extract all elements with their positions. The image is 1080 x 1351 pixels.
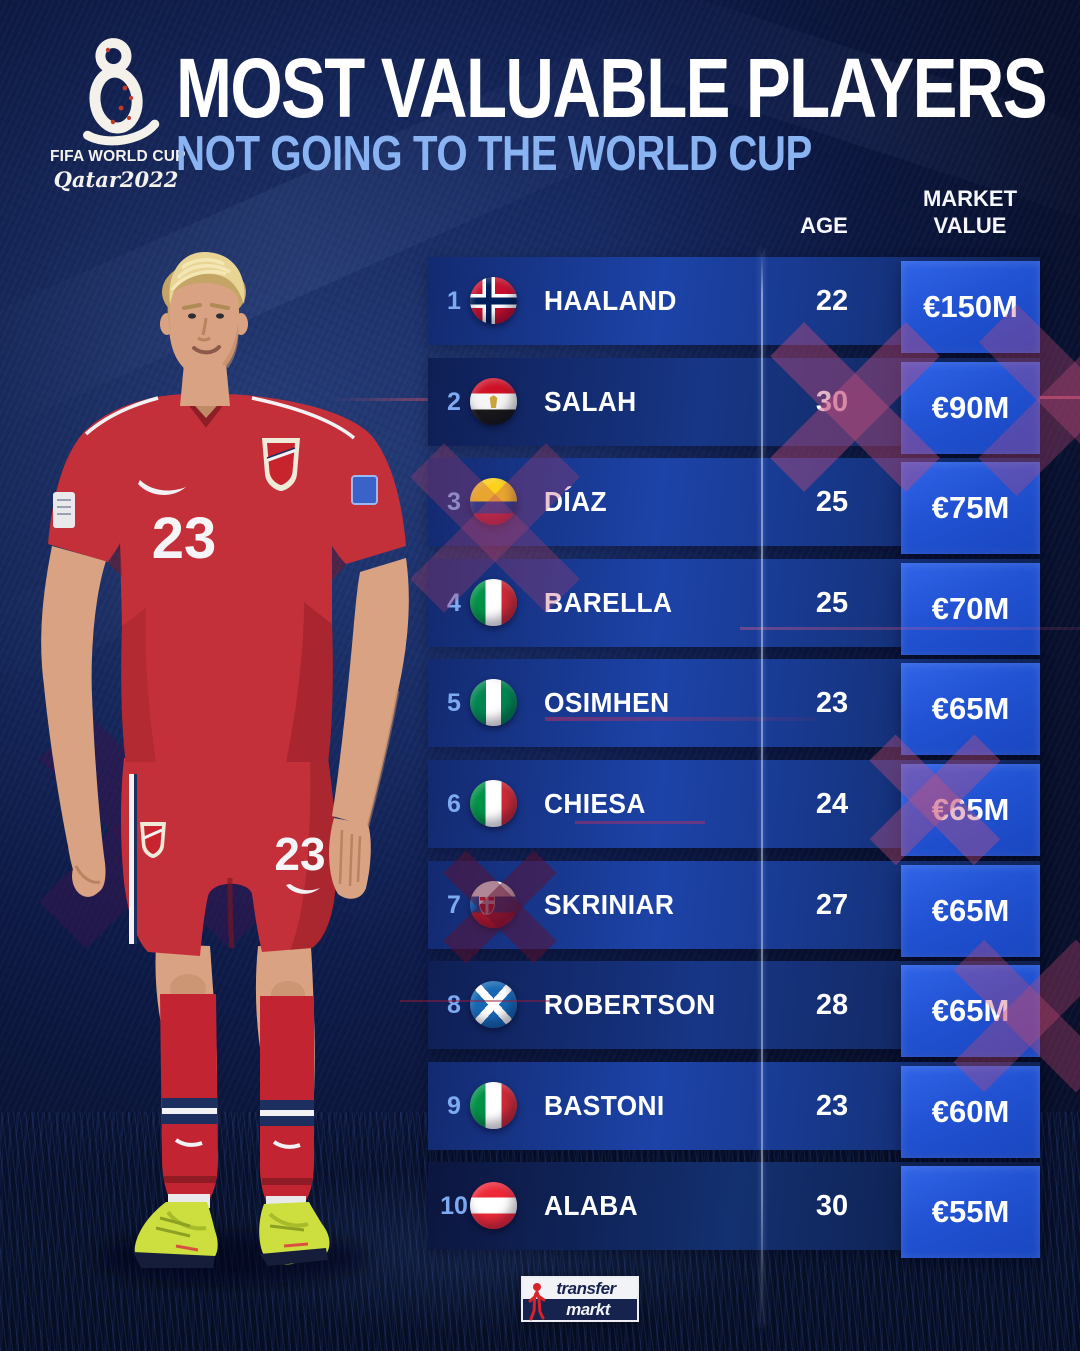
rank-number: 2 (447, 387, 461, 416)
football-boots (133, 1202, 330, 1268)
player-name: BASTONI (544, 1090, 665, 1121)
rank-number: 6 (447, 789, 461, 818)
country-flag-icon-ng (470, 679, 517, 726)
table-row: 4 BARELLA 25 €70M (428, 559, 1040, 655)
table-row: 3 DÍAZ 25 €75M (428, 458, 1040, 554)
country-flag-icon-it (470, 1082, 517, 1129)
player-age: 30 (815, 385, 849, 418)
column-header-market-value: MARKET VALUE (922, 186, 1018, 238)
market-value: €65M (931, 691, 1010, 726)
rank-number: 10 (440, 1191, 468, 1220)
player-photo-haaland: 23 23 (8, 246, 442, 1292)
country-flag-icon-co (470, 478, 517, 525)
table-row: 5 OSIMHEN 23 €65M (428, 659, 1040, 755)
country-flag-icon-it (470, 780, 517, 827)
player-age: 27 (815, 888, 849, 921)
player-name: OSIMHEN (544, 687, 670, 718)
player-name: ALABA (544, 1190, 638, 1221)
market-value: €65M (931, 893, 1010, 928)
table-row: 6 CHIESA 24 €65M (428, 760, 1040, 856)
fifa-sleeve-patch (53, 492, 75, 528)
rank-number: 1 (447, 286, 461, 315)
player-age: 25 (815, 485, 849, 518)
shorts-number: 23 (274, 828, 325, 880)
rank-number: 4 (447, 588, 461, 617)
country-flag-icon-it (470, 579, 517, 626)
player-age: 24 (815, 787, 849, 820)
market-value-cell: €150M (901, 261, 1040, 353)
transfermarkt-player-icon (528, 1283, 546, 1321)
market-value: €65M (931, 792, 1010, 827)
table-row: 10 ALABA 30 €55M (428, 1162, 1040, 1258)
country-flag-icon-no (470, 277, 517, 324)
market-value-cell: €65M (901, 965, 1040, 1057)
player-name: SALAH (544, 386, 637, 417)
country-flag-icon-eg (470, 378, 517, 425)
norway-crest (262, 438, 300, 491)
market-value: €150M (923, 289, 1018, 324)
fifa-logo-year: Qatar2022 (53, 167, 179, 192)
nike-swoosh-icon (138, 480, 186, 495)
fifa-logo-text: FIFA WORLD CUP (50, 148, 186, 165)
player-age: 23 (815, 1089, 849, 1122)
market-value: €55M (931, 1194, 1010, 1229)
market-value-cell: €75M (901, 462, 1040, 554)
player-name: CHIESA (544, 788, 646, 819)
table-row: 9 BASTONI 23 €60M (428, 1062, 1040, 1158)
column-divider-line (761, 250, 763, 1326)
transfermarkt-logo-bottom-text: markt (566, 1299, 610, 1319)
table-row: 1 HAALAND 22 €150M (428, 257, 1040, 353)
market-value-cell: €65M (901, 663, 1040, 755)
country-flag-icon-at (470, 1182, 517, 1229)
market-value: €90M (931, 390, 1010, 425)
player-age: 22 (815, 284, 849, 317)
rank-number: 9 (447, 1091, 461, 1120)
page-title: MOST VALUABLE PLAYERS (176, 41, 1048, 135)
market-value: €65M (931, 993, 1010, 1028)
jersey-number: 23 (152, 506, 217, 571)
rank-number: 3 (447, 487, 461, 516)
transfermarkt-logo-top-text: transfer (523, 1278, 637, 1299)
player-age: 23 (815, 686, 849, 719)
fifa-world-cup-logo: FIFA WORLD CUP Qatar2022 (50, 34, 186, 192)
market-value-cell: €60M (901, 1066, 1040, 1158)
table-row: 2 SALAH 30 €90M (428, 358, 1040, 454)
rank-number: 8 (447, 990, 461, 1019)
shorts-crest (140, 822, 166, 858)
player-name: ROBERTSON (544, 989, 716, 1020)
qatar-2022-emblem-icon (83, 38, 160, 146)
market-value: €60M (931, 1094, 1010, 1129)
table-row: 8 ROBERTSON 28 €65M (428, 961, 1040, 1057)
player-age: 25 (815, 586, 849, 619)
market-value-cell: €55M (901, 1166, 1040, 1258)
player-age: 28 (815, 988, 849, 1021)
market-value-cell: €65M (901, 865, 1040, 957)
player-name: SKRINIAR (544, 889, 675, 920)
page-subtitle: NOT GOING TO THE WORLD CUP (176, 127, 812, 181)
player-name: DÍAZ (544, 486, 607, 517)
market-value: €70M (931, 591, 1010, 626)
market-value-cell: €90M (901, 362, 1040, 454)
table-row: 7 SKRINIAR 27 €65M (428, 861, 1040, 957)
market-value: €75M (931, 490, 1010, 525)
country-flag-icon-sk (470, 881, 517, 928)
market-value-cell: €70M (901, 563, 1040, 655)
column-header-age: AGE (800, 213, 848, 238)
player-name: HAALAND (544, 285, 677, 316)
rank-number: 7 (447, 890, 461, 919)
player-age: 30 (815, 1189, 849, 1222)
market-value-cell: €65M (901, 764, 1040, 856)
player-name: BARELLA (544, 587, 673, 618)
sock-stripes (162, 1098, 314, 1126)
country-flag-icon-sct (470, 981, 517, 1028)
transfermarkt-logo: transfer markt (521, 1276, 639, 1322)
rank-number: 5 (447, 688, 461, 717)
uefa-sleeve-patch (351, 475, 378, 505)
